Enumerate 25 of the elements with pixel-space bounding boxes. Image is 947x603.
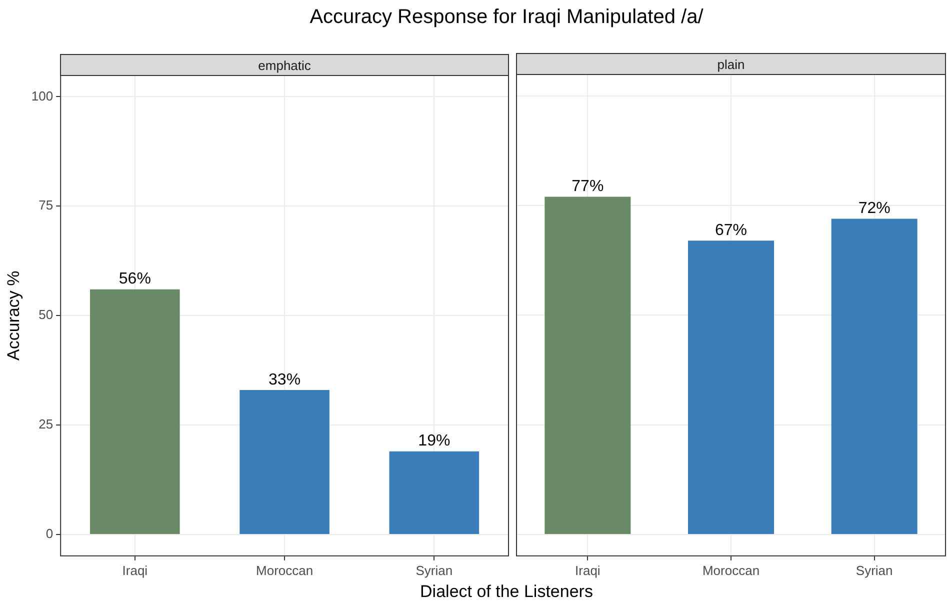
bar xyxy=(90,289,180,534)
y-axis-title: Accuracy % xyxy=(4,270,23,360)
data-label: 72% xyxy=(858,200,890,218)
bar xyxy=(389,451,480,534)
x-tick-label: Iraqi xyxy=(575,562,600,578)
x-tick-label: Syrian xyxy=(856,562,893,578)
y-tick-label: 50 xyxy=(38,307,54,322)
x-tick-label: Iraqi xyxy=(122,562,148,578)
y-tick-label: 75 xyxy=(38,198,54,213)
y-tick-label: 0 xyxy=(46,526,54,542)
data-label: 19% xyxy=(418,432,450,450)
x-axis-title: Dialect of the Listeners xyxy=(419,582,594,602)
data-label: 67% xyxy=(714,222,748,240)
chart-subtitle: emphatic xyxy=(60,54,509,76)
y-tick-label: 25 xyxy=(38,416,54,432)
chart-subtitle: plain xyxy=(516,53,946,75)
data-label: 33% xyxy=(268,371,301,388)
y-tick-label: 100 xyxy=(31,88,54,104)
x-tick-label: Moroccan xyxy=(256,562,314,578)
chart-title: Accuracy Response for Iraqi Manipulated /a/ xyxy=(308,6,704,29)
x-tick-label: Syrian xyxy=(416,562,453,578)
data-label: 77% xyxy=(572,178,604,196)
x-tick-label: Moroccan xyxy=(702,562,760,578)
data-label: 56% xyxy=(118,270,151,288)
bar xyxy=(240,390,330,534)
